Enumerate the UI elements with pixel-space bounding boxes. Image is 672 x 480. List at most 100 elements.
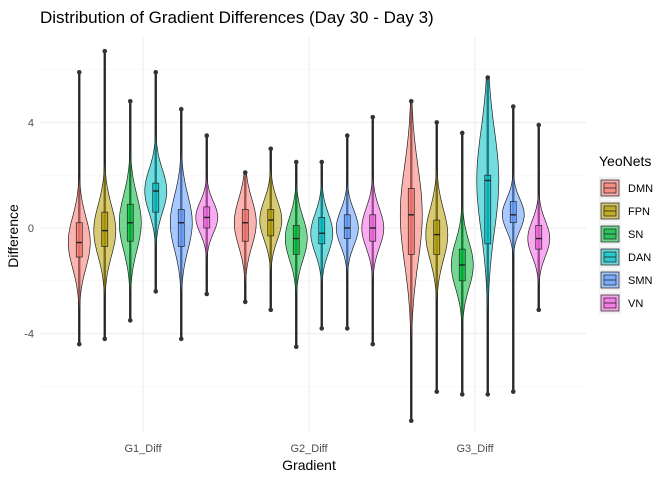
violin-dmn-g1-diff <box>67 69 91 347</box>
violin-vn-g3-diff <box>527 122 551 313</box>
violin-body <box>527 124 551 311</box>
outlier-point <box>268 307 274 313</box>
outlier-point <box>370 114 376 120</box>
violin-box <box>433 219 441 255</box>
violin-dmn-g2-diff <box>233 170 257 305</box>
outlier-point <box>319 326 325 331</box>
violin-dmn-g3-diff <box>399 98 423 424</box>
violin-body <box>310 161 334 329</box>
violin-sn-g3-diff <box>450 130 474 397</box>
violin-body <box>144 71 168 292</box>
legend-label: VN <box>628 298 643 310</box>
y-tick-label: -4 <box>24 329 34 341</box>
legend-label: SN <box>628 229 643 241</box>
legend: YeoNets DMN FPN SN DAN SMN VN <box>599 153 653 314</box>
outlier-point <box>434 389 440 394</box>
violin-box <box>509 201 517 224</box>
x-tick-label: G2_Diff <box>290 443 328 455</box>
outlier-point <box>242 170 248 175</box>
outlier-point <box>178 336 184 342</box>
legend-item-vn: VN <box>599 292 643 314</box>
violin-body <box>67 71 91 345</box>
violin-sn-g1-diff <box>118 98 142 323</box>
violin-box <box>241 209 249 242</box>
violin-fpn-g2-diff <box>259 146 283 313</box>
outlier-point <box>319 159 325 165</box>
violin-vn-g2-diff <box>361 114 385 347</box>
violin-body <box>93 50 117 340</box>
violin-vn-g1-diff <box>195 133 219 297</box>
outlier-point <box>485 75 491 80</box>
violin-fpn-g3-diff <box>425 120 449 394</box>
violin-box <box>75 222 83 258</box>
violin-body <box>425 122 449 393</box>
y-axis-title: Difference <box>5 204 21 268</box>
violin-fpn-g1-diff <box>93 48 117 342</box>
violin-dan-g2-diff <box>310 159 334 331</box>
violin-dan-g1-diff <box>144 69 168 294</box>
outlier-point <box>76 341 82 347</box>
outlier-point <box>408 418 414 424</box>
outlier-point <box>510 104 516 109</box>
outlier-point <box>102 48 108 54</box>
outlier-point <box>459 130 465 136</box>
outlier-point <box>459 392 465 397</box>
violin-smn-g2-diff <box>335 133 359 331</box>
outlier-point <box>485 392 491 397</box>
legend-label: DAN <box>628 252 651 264</box>
violin-box <box>152 182 160 213</box>
legend-label: SMN <box>628 275 653 287</box>
x-tick-label: G3_Diff <box>456 443 494 455</box>
outlier-point <box>127 318 133 323</box>
outlier-point <box>434 120 440 125</box>
violin-marks <box>67 48 551 424</box>
legend-item-smn: SMN <box>599 269 653 291</box>
outlier-point <box>293 344 299 350</box>
outlier-point <box>102 336 108 342</box>
outlier-point <box>344 326 350 331</box>
outlier-point <box>536 307 542 313</box>
violin-box <box>101 211 109 247</box>
chart-title: Distribution of Gradient Differences (Da… <box>40 8 434 27</box>
x-axis-title: Gradient <box>282 457 336 473</box>
violin-body <box>399 100 423 422</box>
y-axis-ticks: -4 0 4 <box>24 117 34 340</box>
violin-body <box>501 106 525 393</box>
outlier-point <box>153 289 159 294</box>
legend-item-sn: SN <box>599 223 643 245</box>
violin-sn-g2-diff <box>284 159 308 350</box>
violin-box <box>318 217 326 245</box>
outlier-point <box>204 291 210 297</box>
outlier-point <box>242 299 248 305</box>
violin-box <box>484 174 492 245</box>
violin-box <box>267 209 275 237</box>
legend-title: YeoNets <box>599 153 651 169</box>
legend-label: DMN <box>628 183 653 195</box>
violin-box <box>292 225 300 255</box>
y-tick-label: 0 <box>28 223 34 235</box>
violin-dan-g3-diff <box>476 75 500 397</box>
violin-box <box>407 188 415 255</box>
legend-item-dmn: DMN <box>599 177 653 199</box>
outlier-point <box>370 341 376 347</box>
outlier-point <box>510 389 516 394</box>
outlier-point <box>344 133 350 138</box>
legend-label: FPN <box>628 206 650 218</box>
outlier-point <box>536 122 542 128</box>
violin-box <box>177 209 185 247</box>
violin-smn-g3-diff <box>501 104 525 394</box>
legend-item-dan: DAN <box>599 246 651 268</box>
y-tick-label: 4 <box>28 117 34 129</box>
legend-item-fpn: FPN <box>599 200 650 222</box>
violin-box <box>535 225 543 250</box>
outlier-point <box>408 98 414 104</box>
outlier-point <box>178 106 184 112</box>
x-tick-label: G1_Diff <box>124 443 162 455</box>
outlier-point <box>153 69 159 75</box>
x-axis-ticks: G1_Diff G2_Diff G3_Diff <box>124 443 494 455</box>
outlier-point <box>204 133 210 138</box>
violin-box <box>343 214 351 239</box>
outlier-point <box>76 69 82 75</box>
violin-smn-g1-diff <box>169 106 193 342</box>
